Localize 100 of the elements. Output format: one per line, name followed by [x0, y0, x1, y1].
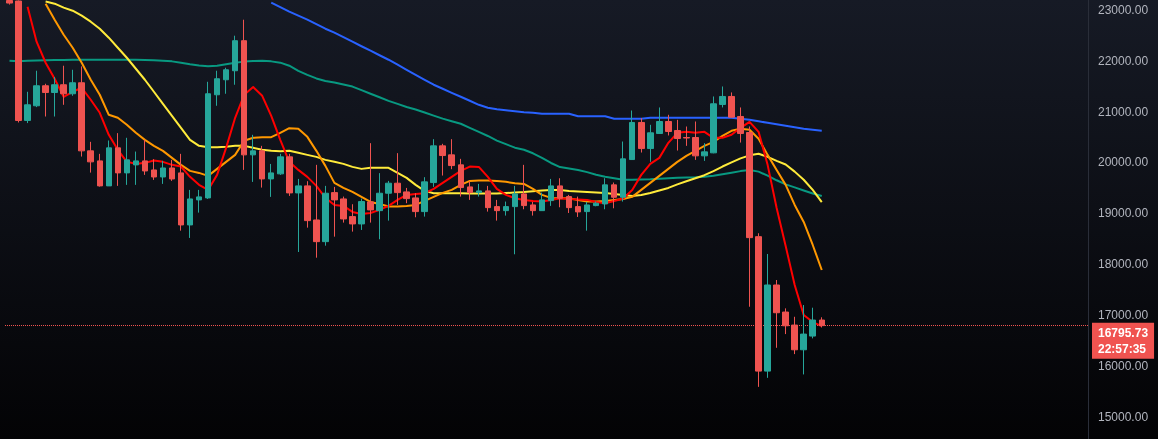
candlestick [719, 85, 726, 108]
candlestick [602, 177, 608, 210]
candlestick [6, 0, 13, 6]
candlestick [133, 151, 139, 186]
candlestick [115, 132, 121, 187]
candlestick [458, 158, 464, 198]
candlestick [69, 69, 76, 97]
candlestick [584, 201, 590, 232]
candlestick [557, 177, 563, 208]
candlestick [196, 189, 202, 214]
candlestick [295, 178, 302, 253]
candlestick [349, 203, 356, 233]
line-series [26, 5, 823, 328]
candlestick [313, 164, 320, 259]
y-tick-label: 18000.00 [1098, 257, 1149, 272]
candlestick [142, 139, 148, 176]
candlestick [51, 76, 58, 118]
candlestick [160, 160, 166, 185]
candlestick [530, 201, 536, 217]
y-tick-label: 16000.00 [1098, 359, 1149, 374]
candlestick [169, 159, 175, 182]
candlestick [764, 253, 771, 379]
candlestick [178, 153, 184, 232]
candlestick [548, 178, 554, 207]
candlestick [809, 307, 816, 339]
candlestick [521, 164, 527, 210]
candlestick [394, 152, 401, 206]
candlestick [214, 70, 220, 107]
line-series [44, 0, 823, 204]
candlestick [476, 183, 482, 198]
candlestick [250, 134, 256, 183]
candlestick [87, 141, 94, 174]
candlestick [232, 35, 238, 86]
candlestick [205, 81, 211, 200]
candlestick [638, 117, 645, 154]
candlestick [376, 172, 383, 240]
candlestick [241, 19, 247, 171]
candlestick [268, 163, 274, 198]
candlestick [97, 153, 103, 188]
ref-line-label: 16795.73 [1098, 325, 1149, 340]
candlestick [403, 187, 410, 204]
candlestick [467, 180, 473, 201]
candlestick [331, 186, 338, 238]
candlestick [448, 138, 455, 170]
candlestick [187, 189, 193, 239]
candlestick [358, 198, 365, 231]
candlestick [737, 106, 744, 144]
candlestick [151, 158, 157, 181]
line-series [270, 1, 823, 132]
line-series [8, 58, 823, 198]
candlestick [692, 121, 699, 161]
candlestick [620, 141, 626, 203]
candlestick [494, 199, 500, 222]
candlestick [304, 180, 311, 229]
candlestick [674, 119, 681, 152]
candlestick [24, 91, 31, 124]
candlestick [503, 201, 509, 217]
candlestick [566, 194, 572, 214]
candlestick [15, 0, 22, 123]
y-tick-label: 20000.00 [1098, 155, 1149, 170]
candlestick [421, 176, 428, 218]
candlestick [412, 192, 419, 218]
candlestick [277, 153, 284, 176]
candlestick [746, 126, 753, 308]
candlestick [385, 180, 392, 222]
candlestick [512, 185, 518, 255]
y-tick-label: 22000.00 [1098, 53, 1149, 68]
candlestick [710, 95, 717, 154]
text: 22:57:35 [1098, 341, 1147, 356]
candlestick [367, 142, 374, 224]
candlestick [78, 65, 85, 158]
candlestick [439, 143, 446, 177]
candlestick [42, 83, 49, 118]
candlestick [340, 196, 347, 224]
y-tick-label: 17000.00 [1098, 308, 1149, 323]
candlestick [656, 106, 663, 135]
candlestick [593, 201, 599, 207]
line-series [44, 2, 823, 272]
candlestick [683, 126, 690, 147]
candlestick [430, 138, 437, 188]
candlestick [611, 182, 617, 209]
candlestick [33, 70, 40, 108]
y-tick-label: 21000.00 [1098, 104, 1149, 119]
candlestick [322, 185, 329, 247]
y-tick-label: 15000.00 [1098, 410, 1149, 425]
candlestick [106, 140, 112, 187]
candlestick [575, 196, 581, 218]
candlestick [223, 67, 229, 95]
y-tick-label: 19000.00 [1098, 206, 1149, 221]
candlestick [485, 185, 491, 213]
candlestick [629, 110, 635, 161]
y-tick-label: 23000.00 [1098, 2, 1149, 17]
candlestick [539, 192, 545, 212]
candlestick [728, 91, 735, 119]
candlestick [647, 124, 654, 163]
candlestick [124, 137, 130, 186]
candlestick [800, 304, 807, 375]
candlestick [701, 142, 708, 162]
candlestick [259, 145, 265, 189]
candlestick [60, 65, 67, 106]
